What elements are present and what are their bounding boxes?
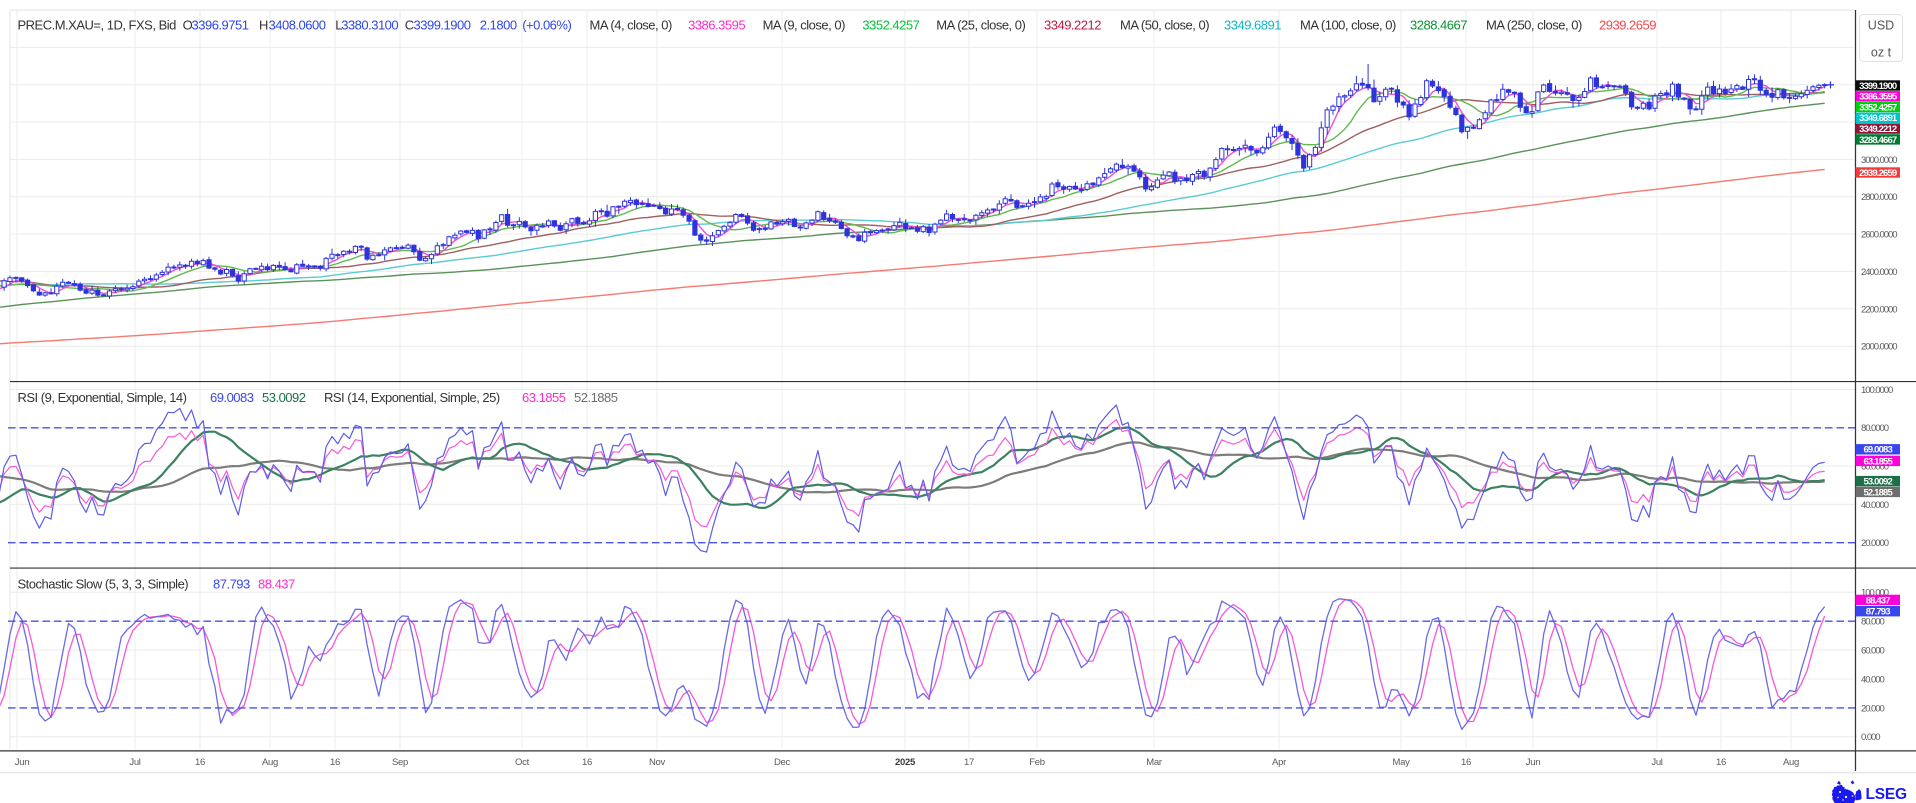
svg-text:16: 16	[330, 757, 340, 768]
svg-text:20.000: 20.000	[1861, 703, 1885, 714]
svg-text:C: C	[405, 18, 414, 33]
svg-text:3380.3100: 3380.3100	[341, 18, 398, 33]
svg-text:0.000: 0.000	[1861, 732, 1880, 743]
svg-text:3349.2212: 3349.2212	[1859, 124, 1897, 135]
svg-text:Jul: Jul	[1651, 757, 1662, 768]
svg-text:RSI (14, Exponential, Simple,: RSI (14, Exponential, Simple, 25)	[324, 390, 500, 405]
svg-text:100.000: 100.000	[1861, 588, 1889, 599]
svg-text:88.437: 88.437	[1866, 595, 1891, 606]
svg-text:53.0092: 53.0092	[262, 390, 306, 405]
svg-text:63.1855: 63.1855	[522, 390, 566, 405]
svg-text:MA (50, close, 0): MA (50, close, 0)	[1120, 18, 1209, 33]
svg-text:80.0000: 80.0000	[1861, 423, 1889, 434]
svg-text:16: 16	[1461, 757, 1471, 768]
svg-text:O: O	[183, 18, 193, 33]
svg-text:3396.9751: 3396.9751	[192, 18, 249, 33]
svg-text:17: 17	[964, 757, 974, 768]
svg-text:3349.6891: 3349.6891	[1224, 18, 1281, 33]
svg-text:52.1885: 52.1885	[1864, 487, 1894, 498]
svg-text:PREC.M.XAU=, 1D, FXS, Bid: PREC.M.XAU=, 1D, FXS, Bid	[18, 18, 177, 33]
svg-text:3352.4257: 3352.4257	[1859, 102, 1897, 113]
svg-text:3000.0000: 3000.0000	[1861, 155, 1897, 166]
svg-text:53.0092: 53.0092	[1864, 477, 1893, 488]
svg-text:Stochastic Slow (5, 3, 3, Simp: Stochastic Slow (5, 3, 3, Simple)	[18, 577, 189, 592]
svg-text:40.000: 40.000	[1861, 674, 1885, 685]
svg-text:Jul: Jul	[129, 757, 140, 768]
svg-text:Dec: Dec	[774, 757, 791, 768]
svg-text:RSI (9, Exponential, Simple, 1: RSI (9, Exponential, Simple, 14)	[18, 390, 187, 405]
svg-text:USD: USD	[1868, 19, 1894, 33]
svg-text:20.0000: 20.0000	[1861, 538, 1889, 549]
svg-text:87.793: 87.793	[213, 577, 250, 592]
svg-text:Nov: Nov	[649, 757, 666, 768]
svg-text:Sep: Sep	[392, 757, 408, 768]
svg-text:16: 16	[195, 757, 205, 768]
svg-text:3386.3595: 3386.3595	[688, 18, 745, 33]
svg-text:3288.4667: 3288.4667	[1859, 135, 1897, 146]
svg-text:Feb: Feb	[1029, 757, 1044, 768]
svg-text:H: H	[259, 18, 268, 33]
svg-text:2939.2659: 2939.2659	[1599, 18, 1656, 33]
svg-text:Oct: Oct	[515, 757, 530, 768]
svg-text:3349.2212: 3349.2212	[1044, 18, 1101, 33]
svg-text:3352.4257: 3352.4257	[862, 18, 919, 33]
svg-text:3399.1900: 3399.1900	[414, 18, 471, 33]
svg-text:2800.0000: 2800.0000	[1861, 192, 1897, 203]
svg-text:3349.6891: 3349.6891	[1859, 113, 1898, 124]
svg-text:Jun: Jun	[1526, 757, 1540, 768]
svg-text:2200.0000: 2200.0000	[1861, 304, 1897, 315]
svg-text:May: May	[1392, 757, 1410, 768]
svg-text:3288.4667: 3288.4667	[1410, 18, 1467, 33]
svg-text:Aug: Aug	[1783, 757, 1799, 768]
svg-text:2025: 2025	[895, 757, 916, 768]
svg-text:40.0000: 40.0000	[1861, 500, 1889, 511]
svg-text:16: 16	[1716, 757, 1726, 768]
svg-text:MA (4, close, 0): MA (4, close, 0)	[590, 18, 672, 33]
svg-text:60.000: 60.000	[1861, 646, 1885, 657]
svg-text:3408.0600: 3408.0600	[269, 18, 326, 33]
svg-text:(+0.06%): (+0.06%)	[522, 18, 571, 33]
svg-text:Aug: Aug	[262, 757, 278, 768]
svg-text:16: 16	[582, 757, 592, 768]
svg-text:MA (25, close, 0): MA (25, close, 0)	[936, 18, 1025, 33]
svg-text:MA (9, close, 0): MA (9, close, 0)	[763, 18, 845, 33]
svg-text:80.000: 80.000	[1861, 617, 1885, 628]
svg-text:2000.0000: 2000.0000	[1861, 342, 1897, 353]
svg-text:88.437: 88.437	[258, 577, 295, 592]
svg-text:63.1855: 63.1855	[1864, 456, 1894, 467]
svg-text:oz t: oz t	[1871, 46, 1892, 60]
svg-text:L: L	[335, 18, 342, 33]
svg-text:69.0083: 69.0083	[210, 390, 254, 405]
svg-text:2.1800: 2.1800	[480, 18, 517, 33]
svg-text:69.0083: 69.0083	[1864, 445, 1893, 456]
svg-text:60.0000: 60.0000	[1861, 462, 1889, 473]
svg-text:87.793: 87.793	[1866, 607, 1891, 618]
svg-text:100.0000: 100.0000	[1861, 385, 1893, 396]
svg-text:Mar: Mar	[1146, 757, 1162, 768]
svg-text:LSEG: LSEG	[1866, 786, 1908, 803]
svg-text:MA (250, close, 0): MA (250, close, 0)	[1486, 18, 1582, 33]
svg-text:3399.1900: 3399.1900	[1859, 81, 1897, 92]
svg-text:52.1885: 52.1885	[574, 390, 618, 405]
svg-text:MA (100, close, 0): MA (100, close, 0)	[1300, 18, 1396, 33]
svg-text:Apr: Apr	[1272, 757, 1286, 768]
svg-text:2939.2659: 2939.2659	[1859, 168, 1897, 179]
svg-text:3386.3595: 3386.3595	[1859, 92, 1898, 103]
svg-text:2600.0000: 2600.0000	[1861, 230, 1897, 241]
svg-text:Jun: Jun	[15, 757, 29, 768]
svg-text:2400.0000: 2400.0000	[1861, 267, 1897, 278]
